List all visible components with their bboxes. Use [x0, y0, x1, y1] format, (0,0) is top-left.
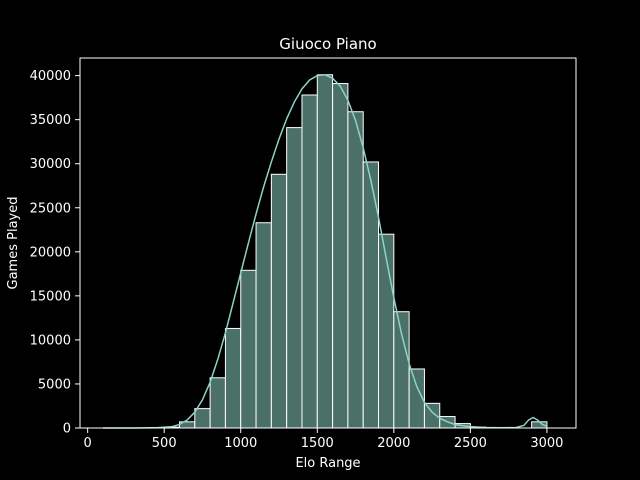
x-tick-label-500: 500	[152, 436, 177, 451]
histogram-bar-1300	[286, 127, 303, 429]
x-tick-label-3000: 3000	[530, 436, 563, 451]
x-axis-ticks: 0 500 1000 1500 2000 2500 3000	[84, 428, 563, 451]
histogram-bar-700	[194, 408, 211, 429]
histogram-bar-1900	[378, 233, 395, 429]
y-tick-label-10000: 10000	[30, 333, 71, 348]
x-tick-label-2000: 2000	[377, 436, 410, 451]
histogram-bar-1100	[255, 222, 272, 429]
y-tick-label-20000: 20000	[30, 245, 71, 260]
histogram-bar-1200	[270, 173, 288, 429]
y-tick-label-15000: 15000	[30, 289, 71, 304]
y-tick-label-40000: 40000	[30, 69, 71, 84]
x-tick-label-1000: 1000	[224, 436, 257, 451]
y-axis-label: Games Played	[6, 197, 21, 290]
y-tick-label-25000: 25000	[30, 201, 71, 216]
kde-density-curve	[102, 73, 548, 429]
x-tick-label-1500: 1500	[301, 436, 334, 451]
y-tick-label-0: 0	[63, 422, 71, 437]
y-tick-label-5000: 5000	[38, 377, 71, 392]
histogram-bar-1700	[347, 111, 364, 429]
histogram-bar-1500	[316, 74, 334, 429]
y-axis-ticks: 0 5000 10000 15000 20000 25000 30000 35000 40000	[30, 69, 80, 437]
chart-title: Giuoco Piano	[279, 35, 376, 53]
histogram-bar-1600	[332, 83, 349, 429]
histogram-bar-1400	[301, 94, 318, 429]
y-tick-label-35000: 35000	[30, 113, 71, 128]
plot-area-frame	[79, 57, 577, 429]
histogram-bar-800	[209, 377, 226, 429]
histogram-bar-1800	[362, 161, 380, 429]
histogram-bar-2000	[393, 311, 410, 429]
x-tick-label-0: 0	[84, 436, 92, 451]
x-axis-label: Elo Range	[295, 456, 360, 471]
histogram-bar-900	[224, 327, 242, 429]
histogram-bar-1000	[240, 269, 257, 429]
x-tick-label-2500: 2500	[454, 436, 487, 451]
y-tick-label-30000: 30000	[30, 157, 71, 172]
